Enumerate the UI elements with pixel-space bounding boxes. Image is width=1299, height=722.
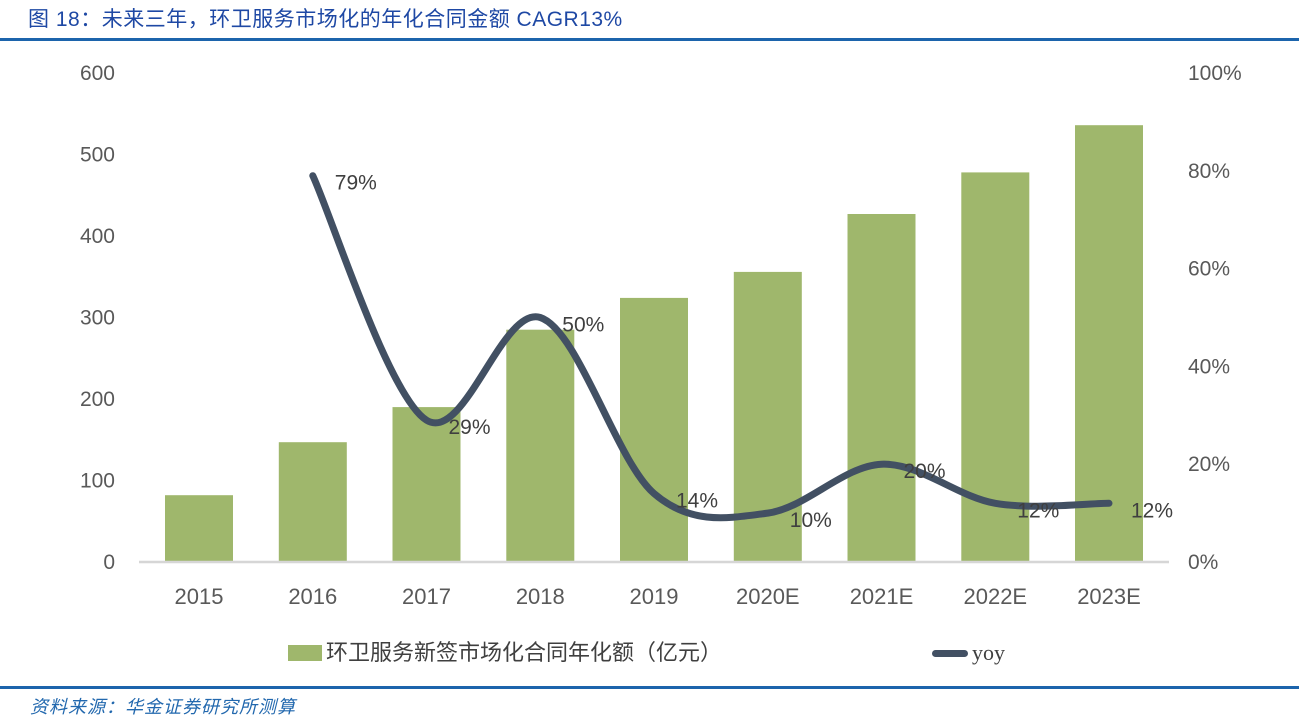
right-axis-tick-20%: 20% xyxy=(1188,453,1230,476)
x-axis-label-2020E: 2020E xyxy=(736,584,800,609)
left-axis-tick-300: 300 xyxy=(80,307,115,330)
bar-2023E xyxy=(1075,125,1143,562)
x-axis-label-2015: 2015 xyxy=(175,584,224,609)
x-axis-label-2018: 2018 xyxy=(516,584,565,609)
yoy-line xyxy=(309,172,1113,522)
yoy-label-2018: 50% xyxy=(562,314,604,337)
left-axis-tick-600: 600 xyxy=(80,62,115,85)
x-axis-label-2022E: 2022E xyxy=(963,584,1027,609)
right-axis-tick-40%: 40% xyxy=(1188,355,1230,378)
x-axis-label-2017: 2017 xyxy=(402,584,451,609)
source-note: 资料来源：华金证券研究所测算 xyxy=(30,697,296,717)
right-axis-tick-80%: 80% xyxy=(1188,160,1230,183)
left-axis-tick-200: 200 xyxy=(80,388,115,411)
bar-series-swatch xyxy=(288,645,322,661)
yoy-label-2023E: 12% xyxy=(1131,499,1173,522)
left-axis-tick-500: 500 xyxy=(80,144,115,167)
right-axis-tick-0%: 0% xyxy=(1188,551,1218,574)
yoy-label-2021E: 20% xyxy=(904,460,946,483)
x-axis-label-2023E: 2023E xyxy=(1077,584,1141,609)
bar-2019 xyxy=(620,297,688,562)
yoy-label-2019: 14% xyxy=(676,490,718,513)
bar-2018 xyxy=(506,329,575,562)
bar-2015 xyxy=(165,495,233,562)
left-axis-tick-400: 400 xyxy=(80,225,115,248)
x-axis-label-2021E: 2021E xyxy=(850,584,914,609)
bar-2016 xyxy=(278,442,347,562)
footer-rule xyxy=(0,686,1299,689)
right-axis-tick-100%: 100% xyxy=(1188,62,1242,85)
line-series-label: yoy xyxy=(972,640,1005,665)
legend-item-bars: 环卫服务新签市场化合同年化额（亿元） xyxy=(288,638,722,668)
title-underline xyxy=(0,38,1299,41)
yoy-label-2022E: 12% xyxy=(1017,499,1059,522)
right-axis-tick-60%: 60% xyxy=(1188,258,1230,281)
legend-item-line: yoy xyxy=(932,638,1005,668)
left-axis-tick-0: 0 xyxy=(103,551,115,574)
bar-series-label: 环卫服务新签市场化合同年化额（亿元） xyxy=(326,640,723,665)
yoy-label-2017: 29% xyxy=(449,416,491,439)
yoy-label-2020E: 10% xyxy=(790,509,832,532)
x-axis-label-2016: 2016 xyxy=(288,584,337,609)
yoy-label-2016: 79% xyxy=(335,172,377,195)
bar-2017 xyxy=(392,407,461,562)
bar-2021E xyxy=(847,214,916,562)
x-axis-label-2019: 2019 xyxy=(630,584,679,609)
legend: 环卫服务新签市场化合同年化额（亿元） yoy xyxy=(0,638,1299,672)
line-series-swatch xyxy=(932,649,968,657)
figure-title: 图 18：未来三年，环卫服务市场化的年化合同金额 CAGR13% xyxy=(28,8,623,31)
left-axis-tick-100: 100 xyxy=(80,470,115,493)
